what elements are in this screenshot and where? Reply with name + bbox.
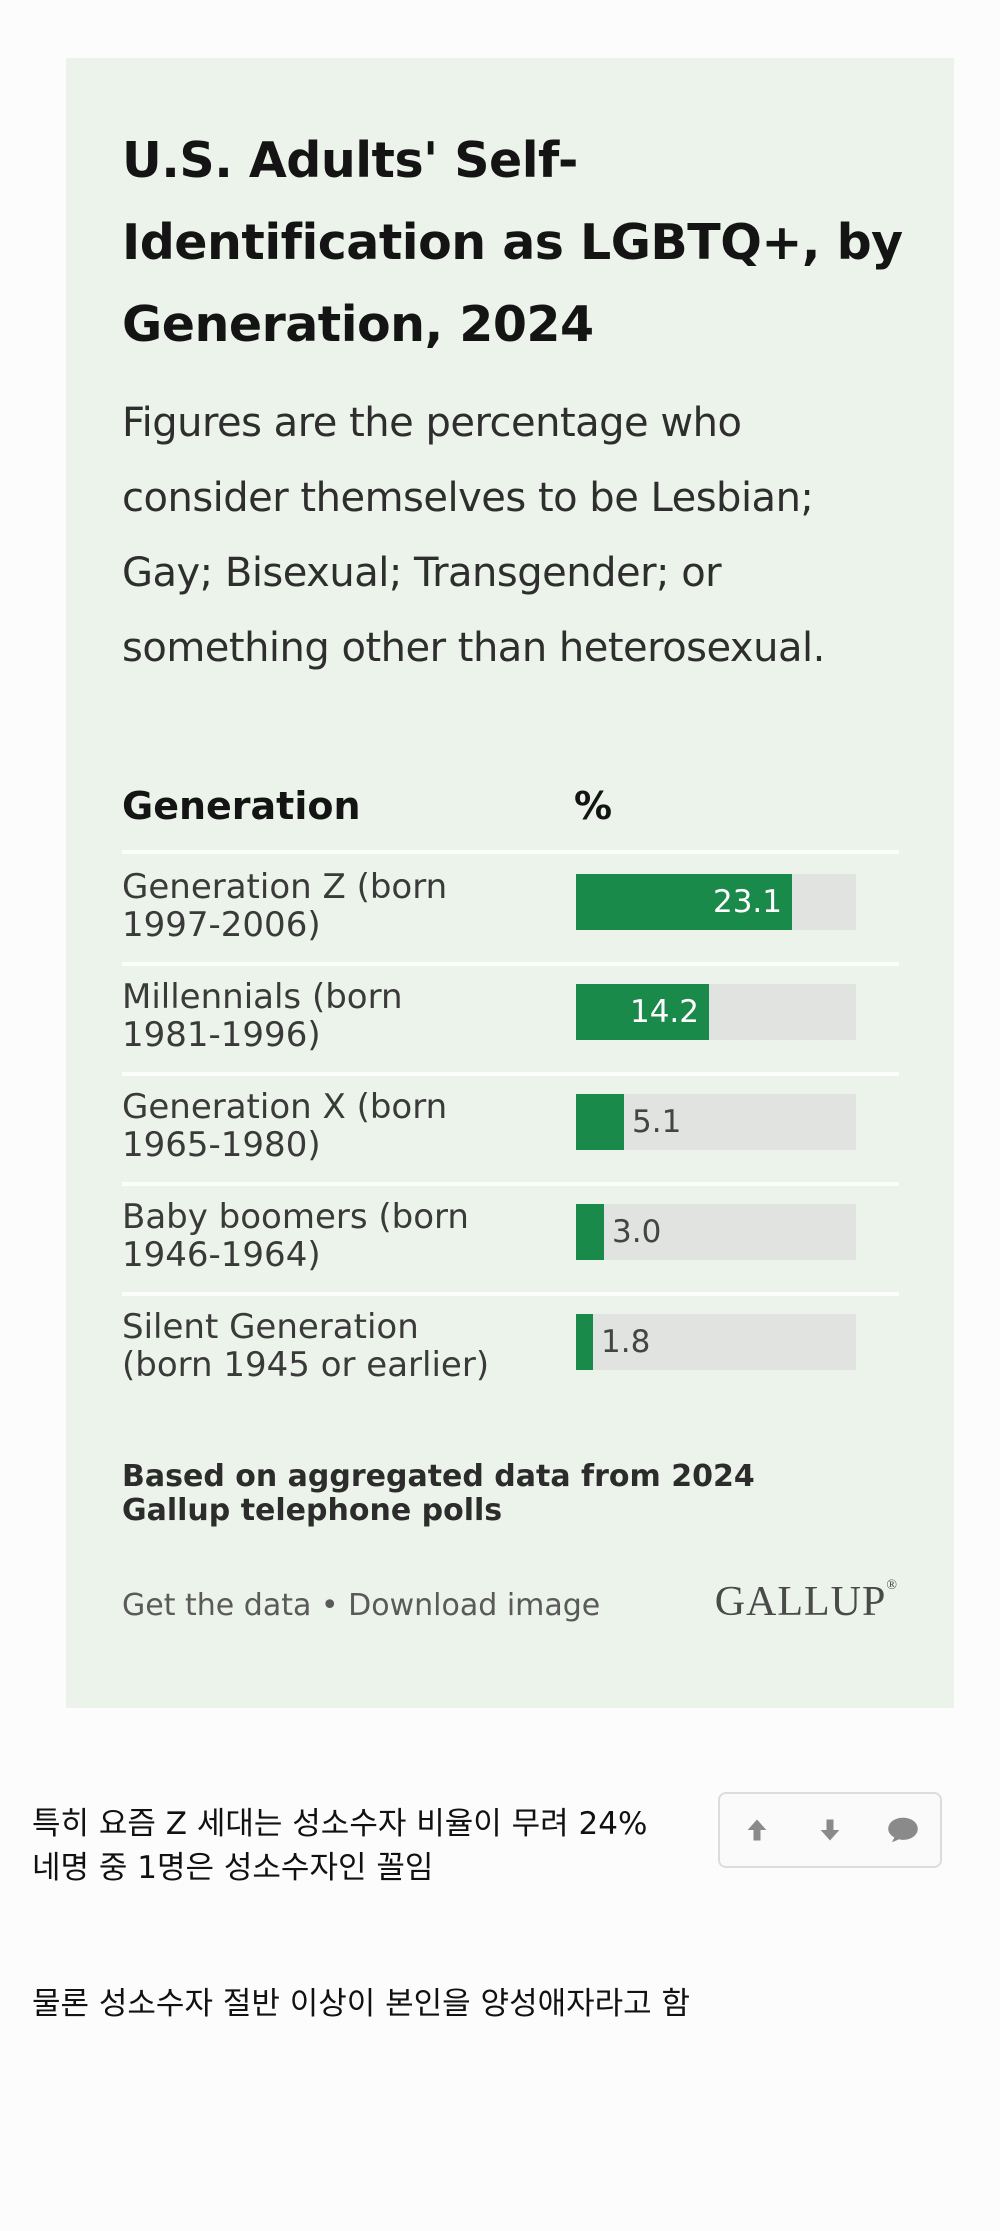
chart-subtitle-line: Gay; Bisexual; Transgender; or: [122, 550, 722, 596]
post-action-box: [718, 1792, 942, 1868]
generation-label: Generation Z (born 1997-2006): [122, 868, 562, 944]
source-note: Based on aggregated data from 2024 Gallu…: [122, 1459, 755, 1528]
bar-value-label: 23.1: [712, 884, 782, 920]
downvote-icon[interactable]: [810, 1810, 850, 1850]
row-divider: [122, 962, 899, 966]
chart-title-line: Identification as LGBTQ+, by: [122, 214, 903, 271]
chart-title-line: U.S. Adults' Self-: [122, 132, 578, 189]
get-data-link[interactable]: Get the data: [122, 1588, 312, 1623]
generation-label-line: Baby boomers (born: [122, 1197, 469, 1237]
download-image-link[interactable]: Download image: [348, 1588, 601, 1623]
generation-label-line: Generation Z (born: [122, 867, 448, 907]
bar: [576, 1204, 604, 1260]
bar-track: 14.2: [576, 984, 856, 1040]
bar-value-label: 5.1: [632, 1104, 682, 1140]
footer-separator: •: [320, 1588, 339, 1623]
bar-value-label: 1.8: [601, 1324, 651, 1360]
gallup-logo-text: GALLUP: [714, 1579, 887, 1625]
generation-label-line: 1946-1964): [122, 1235, 321, 1275]
chart-subtitle-line: Figures are the percentage who: [122, 400, 742, 446]
bar: [576, 874, 792, 930]
upvote-icon[interactable]: [737, 1810, 777, 1850]
chart-subtitle-line: consider themselves to be Lesbian;: [122, 475, 814, 521]
column-header-generation: Generation: [122, 784, 361, 828]
generation-label: Baby boomers (born 1946-1964): [122, 1198, 562, 1274]
gallup-logo: GALLUP®: [714, 1578, 898, 1625]
generation-label: Generation X (born 1965-1980): [122, 1088, 562, 1164]
post-text-line-1: 특히 요즘 Z 세대는 성소수자 비율이 무려 24%: [32, 1806, 648, 1842]
infographic-card: U.S. Adults' Self- Identification as LGB…: [66, 58, 954, 1708]
bar: [576, 1314, 593, 1370]
chart-subtitle: Figures are the percentage who consider …: [122, 386, 912, 686]
bar-track: 23.1: [576, 874, 856, 930]
bar: [576, 1094, 624, 1150]
bar-track: 3.0: [576, 1204, 856, 1260]
generation-label-line: 1997-2006): [122, 905, 321, 945]
chart-footer: Get the data • Download image: [122, 1588, 600, 1623]
bar-value-label: 3.0: [612, 1214, 662, 1250]
bar-value-label: 14.2: [629, 994, 699, 1030]
generation-label-line: Generation X (born: [122, 1087, 448, 1127]
chart-title: U.S. Adults' Self- Identification as LGB…: [122, 120, 912, 366]
generation-label-line: (born 1945 or earlier): [122, 1345, 490, 1385]
column-header-percent: %: [574, 784, 613, 828]
post-text-line-3: 물론 성소수자 절반 이상이 본인을 양성애자라고 함: [32, 1986, 691, 2022]
generation-label: Silent Generation (born 1945 or earlier): [122, 1308, 562, 1384]
row-divider: [122, 1072, 899, 1076]
post-text-line-2: 네명 중 1명은 성소수자인 꼴임: [32, 1850, 434, 1886]
generation-label-line: Millennials (born: [122, 977, 403, 1017]
generation-label-line: 1965-1980): [122, 1125, 321, 1165]
generation-label-line: Silent Generation: [122, 1307, 419, 1347]
row-divider: [122, 850, 899, 854]
row-divider: [122, 1292, 899, 1296]
bar: [576, 984, 709, 1040]
chart-title-line: Generation, 2024: [122, 296, 594, 353]
chart-subtitle-line: something other than heterosexual.: [122, 625, 825, 671]
generation-label: Millennials (born 1981-1996): [122, 978, 562, 1054]
comment-icon[interactable]: [883, 1810, 923, 1850]
bar-track: 1.8: [576, 1314, 856, 1370]
row-divider: [122, 1182, 899, 1186]
generation-label-line: 1981-1996): [122, 1015, 321, 1055]
bar-track: 5.1: [576, 1094, 856, 1150]
